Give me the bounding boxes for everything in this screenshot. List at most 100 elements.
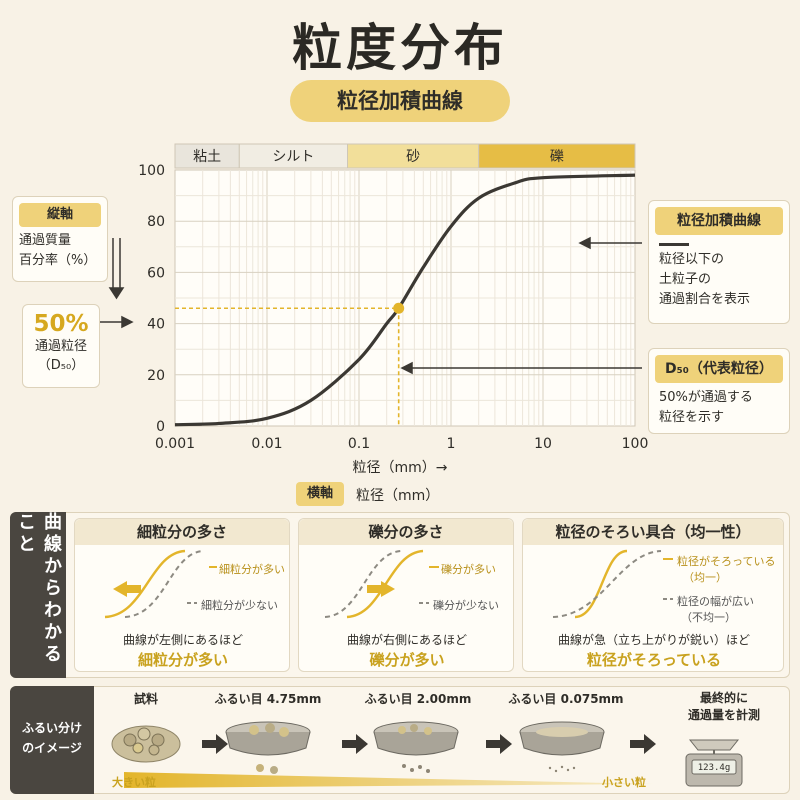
uniformity-panel-title: 粒径のそろい具合（均一性） [523,519,783,545]
curve-annotation-arrowhead [578,236,591,250]
curve-note-text-1: 粒径以下の [659,252,725,267]
curve-note-text-3: 通過割合を表示 [659,292,751,307]
fines-caption: 曲線が左側にあるほど [122,633,243,647]
gravel-emphasis: 礫分が多い [369,651,445,669]
uniform-curve [574,549,628,619]
curve-legend-line [659,243,689,246]
vertical-axis-note: 縦軸 通過質量 百分率（%） [12,196,108,282]
fines-high-curve [104,549,186,619]
step-arrow-icon [486,734,512,754]
gravel-panel-title: 礫分の多さ [299,519,513,545]
fines-low-curve [124,550,204,618]
vertical-axis-text-1: 通過質量 [19,233,72,248]
curve-note-tag: 粒径加積曲線 [655,207,783,235]
fines-high-legend: 細粒分が多い [219,563,285,576]
sieve-2-label: ふるい目 2.00mm [364,692,472,706]
uniformity-panel: 粒径のそろい具合（均一性） 粒径がそろっている （均一） 粒径の幅が広い （不均… [522,518,784,672]
weighing-scale-icon [685,739,743,787]
gravel-caption: 曲線が右側にあるほど [346,633,467,647]
d50-note: D₅₀（代表粒径） 50%が通過する 粒径を示す [648,348,790,434]
d50-note-text-2: 粒径を示す [659,410,725,425]
sieve-1-label: ふるい目 4.75mm [214,692,322,706]
d50-note-tag: D₅₀（代表粒径） [655,355,783,383]
uniform-legend-1: 粒径がそろっている [677,555,776,568]
gravel-mini-chart [324,549,439,619]
soil-band-2 [347,143,480,169]
x-tick-label: 0.01 [251,436,282,452]
fines-low-legend: 細粒分が少ない [201,599,278,612]
left-pct-arrowhead [121,315,134,329]
d50-left-note: 50% 通過粒径 （D₅₀） [22,304,100,388]
sieve-illustration [111,721,743,788]
gravel-high-legend: 礫分が多い [441,563,496,576]
soil-band-label: シルト [272,149,314,165]
large-particle-label: 大きい粒 [112,776,156,789]
uniform-legend-2: （均一） [683,571,727,584]
uniformity-caption: 曲線が急（立ち上がりが鋭い）ほど [557,633,750,647]
y-tick-label: 40 [147,317,165,333]
sample-label: 試料 [133,692,158,706]
sieve-side-label: ふるい分け のイメージ [10,686,94,794]
x-tick-label: 0.001 [155,436,195,452]
fines-mini-chart [104,549,217,619]
particle-size-gradient [124,772,654,788]
y-tick-label: 0 [156,419,165,435]
fines-panel-title: 細粒分の多さ [75,519,289,545]
step-arrow-icon [630,734,656,754]
x-tick-label: 0.1 [348,436,370,452]
x-tick-label: 10 [534,436,552,452]
d50-point [393,302,405,314]
soil-band-label: 粘土 [193,149,221,165]
curve-insights-label-text: 曲線からわかること [15,512,62,666]
nonuniform-legend-1: 粒径の幅が広い [677,595,754,608]
scale-reading: 123.4g [697,763,731,773]
gravel-low-curve [324,550,402,618]
grain-size-chart: 粘土 シルト 砂 礫 0.001 0.01 0.1 1 10 100 0 20 40 60 80 100 粒… [100,143,648,476]
nonuniform-curve [552,550,662,618]
left-axis-arrowhead [108,287,125,300]
d50-note-text-1: 50%が通過する [659,390,753,405]
right-arrow-icon [367,581,395,597]
sieve-4.75mm-icon [225,721,311,774]
x-tick-label: 1 [447,436,456,452]
final-measure-label: 最終的に 通過量を計測 [666,690,782,724]
sieve-side-label-1: ふるい分け [21,721,82,735]
curve-note-text-2: 土粒子の [659,272,712,287]
x-axis-unit-text: 粒径（mm） [356,488,440,504]
final-measure-label-2: 通過量を計測 [687,708,760,722]
sieve-0.075mm-icon [519,721,605,773]
gravel-low-legend: 礫分が少ない [433,599,499,612]
step-arrow-icon [342,734,368,754]
page-title: 粒度分布 [292,19,508,77]
fifty-percent-label: 50% [33,311,89,337]
soil-band-label: 砂 [406,149,420,165]
d50-left-text-1: 通過粒径 [34,339,87,354]
fines-panel: 細粒分の多さ 細粒分が多い 細粒分が少ない 曲線が左側にあるほど 細粒分が多い [74,518,290,672]
curve-insights-side-label: 曲線からわかること [10,512,66,678]
soil-band-label: 礫 [550,149,564,165]
sieve-3-label: ふるい目 0.075mm [508,692,624,706]
subtitle-badge: 粒径加積曲線 [290,80,510,122]
y-tick-label: 80 [147,214,165,230]
sieve-2.00mm-icon [373,721,459,773]
d50-left-text-2: （D₅₀） [37,358,85,373]
step-arrow-icon [202,734,228,754]
small-particle-label: 小さい粒 [602,776,646,789]
y-tick-label: 100 [138,163,165,179]
nonuniform-legend-2: （不均一） [681,611,736,624]
vertical-axis-text-2: 百分率（%） [19,253,97,268]
x-axis-label: 粒径（mm）→ [352,460,447,476]
soil-band-3 [478,143,636,169]
soil-band-0 [174,143,240,169]
fines-emphasis: 細粒分が多い [137,651,228,669]
uniformity-emphasis: 粒径がそろっている [586,651,722,669]
y-tick-label: 60 [147,265,165,281]
vertical-axis-tag: 縦軸 [19,203,101,227]
d50-annotation-arrowhead [400,361,413,375]
x-axis-tag: 横軸 [296,482,344,506]
sieve-side-label-2: のイメージ [22,741,82,755]
uniformity-mini-chart [552,549,673,619]
curve-note: 粒径加積曲線 粒径以下の 土粒子の 通過割合を表示 [648,200,790,324]
gravel-panel: 礫分の多さ 礫分が多い 礫分が少ない 曲線が右側にあるほど 礫分が多い [298,518,514,672]
sample-pile-icon [111,725,181,763]
